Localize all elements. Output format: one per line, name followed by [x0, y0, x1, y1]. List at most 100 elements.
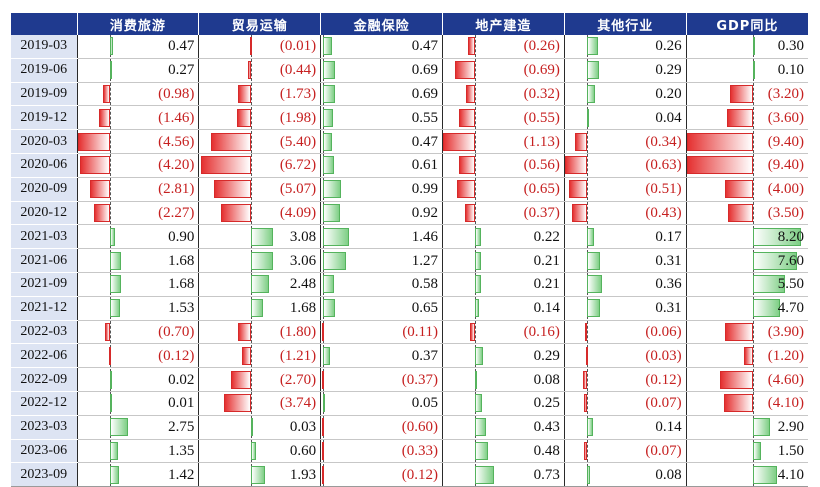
value-label: (0.12) [645, 371, 682, 388]
table-row: 2020-03 (4.56) (5.40) 0.47 (1.13) (0.34) (9.40… [11, 129, 808, 154]
value-label: 0.58 [411, 276, 438, 293]
value-cell: 0.99 [320, 177, 443, 202]
header-gdp-yoy: GDP同比 [685, 13, 808, 35]
value-label: (9.40) [767, 133, 804, 150]
value-label: (4.00) [767, 181, 804, 198]
value-cell: 0.08 [442, 367, 565, 392]
negative-bar [104, 322, 110, 341]
row-date: 2021-12 [11, 296, 78, 321]
value-label: 1.53 [168, 300, 195, 317]
value-cell: (0.98) [76, 82, 199, 107]
positive-bar [323, 61, 336, 80]
value-cell: (5.40) [198, 129, 321, 154]
bar-baseline [251, 59, 253, 82]
value-cell: 1.53 [76, 296, 199, 321]
negative-bar [322, 370, 325, 389]
value-cell: 0.14 [563, 415, 687, 440]
table-row: 2020-09 (2.81) (5.07) 0.99 (0.65) (0.51) (4.00… [11, 177, 808, 202]
value-label: (0.01) [279, 38, 317, 55]
negative-bar [238, 84, 252, 103]
value-cell: (1.20) [685, 343, 808, 369]
value-label: (0.07) [645, 442, 682, 459]
value-label: 0.92 [411, 204, 438, 221]
value-label: 7.60 [777, 252, 804, 269]
bar-baseline [109, 82, 111, 105]
value-cell: 0.04 [563, 105, 687, 131]
value-label: (0.44) [279, 62, 317, 79]
negative-bar [727, 108, 753, 127]
positive-bar [752, 61, 755, 80]
bar-baseline [109, 154, 111, 177]
bar-baseline [475, 59, 476, 82]
value-cell: 0.61 [320, 153, 443, 178]
negative-bar [237, 322, 252, 341]
positive-bar [323, 203, 340, 222]
value-cell: 4.10 [685, 462, 808, 487]
value-cell: (0.56) [442, 153, 565, 178]
positive-bar [586, 37, 598, 56]
value-label: (0.37) [523, 204, 560, 221]
value-cell: 0.02 [76, 367, 199, 392]
positive-bar [109, 227, 116, 246]
value-label: (0.32) [523, 85, 560, 102]
value-label: (3.20) [767, 85, 804, 102]
positive-bar [109, 251, 121, 270]
value-label: 2.75 [168, 419, 195, 436]
value-cell: (0.34) [563, 129, 687, 154]
table-row: 2022-09 0.02 (2.70) (0.37) 0.08 (0.12) (4.60) [11, 367, 808, 392]
value-cell: (0.37) [320, 367, 443, 392]
value-label: (0.12) [401, 466, 438, 483]
value-cell: 1.46 [320, 224, 443, 250]
bar-baseline [109, 320, 111, 343]
value-cell: 0.60 [198, 439, 321, 464]
value-cell: 0.14 [442, 296, 565, 321]
value-cell: 1.50 [685, 439, 808, 464]
value-label: 0.99 [411, 181, 438, 198]
value-cell: 0.30 [685, 35, 808, 59]
table-row: 2021-12 1.53 1.68 0.65 0.14 0.31 4.70 [11, 296, 808, 321]
value-label: 0.10 [777, 62, 804, 79]
negative-bar [443, 132, 475, 151]
value-cell: 1.93 [198, 462, 321, 487]
value-label: 0.43 [533, 419, 560, 436]
positive-bar [586, 251, 600, 270]
value-cell: (0.12) [320, 462, 443, 487]
value-label: 0.03 [289, 419, 317, 436]
value-cell: 0.43 [442, 415, 565, 440]
value-cell: (4.10) [685, 391, 808, 416]
row-date: 2019-09 [11, 82, 78, 107]
positive-bar [752, 227, 801, 246]
table-row: 2023-06 1.35 0.60 (0.33) 0.48 (0.07) 1.50 [11, 439, 808, 464]
value-label: (0.16) [523, 323, 560, 340]
value-label: 0.37 [411, 347, 438, 364]
value-cell: (4.60) [685, 367, 808, 392]
value-cell: (1.13) [442, 129, 565, 154]
value-cell: (6.72) [198, 153, 321, 178]
table-row: 2019-12 (1.46) (1.98) 0.55 (0.55) 0.04 (3.60) [11, 105, 808, 131]
value-cell: (1.73) [198, 82, 321, 107]
value-cell: (4.56) [76, 129, 199, 154]
positive-bar [109, 370, 112, 389]
value-cell: (1.46) [76, 105, 199, 131]
negative-bar [223, 394, 252, 413]
bar-baseline [109, 130, 111, 153]
positive-bar [323, 108, 333, 127]
value-label: (0.11) [402, 323, 438, 340]
value-cell: (0.65) [442, 177, 565, 202]
value-cell: 0.20 [563, 82, 687, 107]
positive-bar [251, 418, 254, 437]
negative-bar [322, 441, 325, 460]
bar-baseline [586, 178, 588, 201]
value-label: (0.60) [401, 419, 438, 436]
value-label: (0.63) [645, 157, 682, 174]
positive-bar [323, 346, 330, 365]
positive-bar [251, 299, 264, 318]
negative-bar [99, 108, 110, 127]
value-label: (0.37) [401, 371, 438, 388]
positive-bar [109, 61, 112, 80]
value-cell: 0.69 [320, 58, 443, 83]
value-label: 2.48 [289, 276, 317, 293]
bar-baseline [752, 130, 754, 153]
value-label: 1.68 [289, 300, 317, 317]
value-cell: 2.90 [685, 415, 808, 440]
